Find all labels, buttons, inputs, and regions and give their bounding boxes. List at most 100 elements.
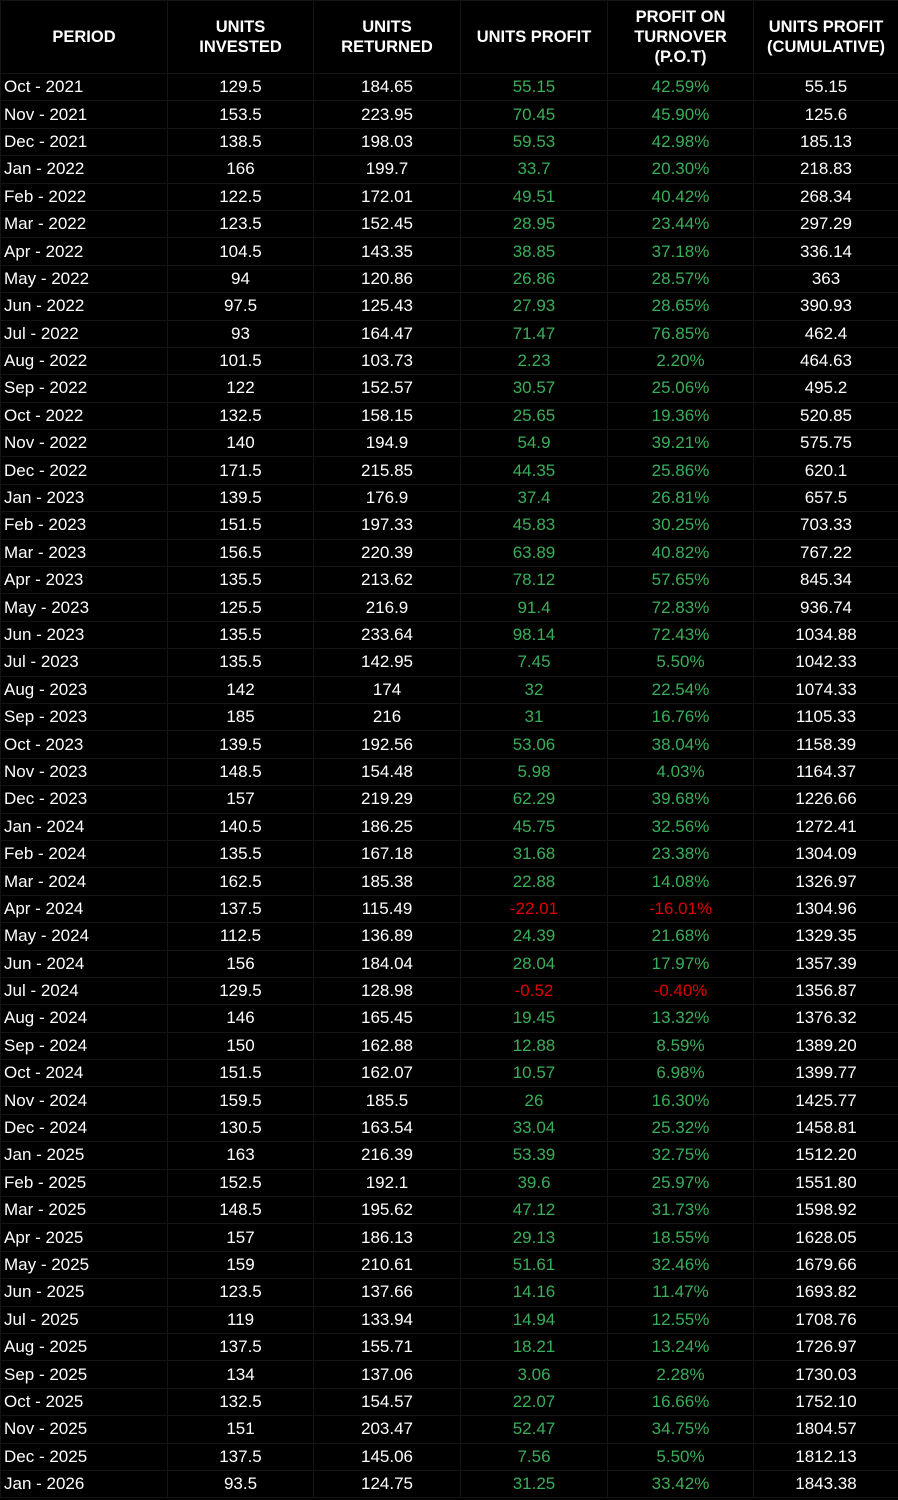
cell-units-returned: 215.85: [313, 456, 461, 485]
header-units-profit: UNITS PROFIT: [460, 0, 608, 74]
cell-period: Mar - 2024: [0, 867, 168, 896]
cell-units-invested: 171.5: [167, 456, 314, 485]
cell-units-invested: 151.5: [167, 511, 314, 540]
cell-units-profit: 28.95: [460, 209, 608, 239]
cell-units-profit: 14.16: [460, 1278, 608, 1307]
table-row: Mar - 2025 148.5 195.62 47.12 31.73% 1598.92: [0, 1196, 898, 1225]
cell-units-profit: 10.57: [460, 1059, 608, 1088]
cell-units-profit: 71.47: [460, 319, 608, 348]
cell-cumulative: 185.13: [753, 127, 898, 157]
cell-units-returned: 185.5: [313, 1086, 461, 1115]
cell-units-invested: 148.5: [167, 1196, 314, 1225]
cell-pot: 42.98%: [607, 127, 754, 157]
cell-pot: 25.86%: [607, 456, 754, 485]
cell-pot: 26.81%: [607, 483, 754, 513]
cell-period: Apr - 2024: [0, 894, 168, 924]
cell-units-profit: 98.14: [460, 620, 608, 650]
cell-cumulative: 218.83: [753, 155, 898, 184]
cell-period: Aug - 2025: [0, 1332, 168, 1362]
cell-period: Jan - 2024: [0, 812, 168, 841]
cell-pot: 17.97%: [607, 949, 754, 978]
header-row: PERIOD UNITS INVESTED UNITS RETURNED UNITS…: [0, 0, 898, 74]
table-row: Dec - 2021 138.5 198.03 59.53 42.98% 185.13: [0, 127, 898, 157]
cell-cumulative: 1843.38: [753, 1469, 898, 1499]
cell-units-returned: 120.86: [313, 264, 461, 294]
cell-units-invested: 135.5: [167, 566, 314, 595]
cell-units-profit: 25.65: [460, 401, 608, 431]
cell-units-invested: 135.5: [167, 648, 314, 677]
cell-period: Nov - 2023: [0, 757, 168, 787]
cell-units-invested: 137.5: [167, 894, 314, 924]
cell-period: May - 2024: [0, 922, 168, 951]
table-row: Sep - 2024 150 162.88 12.88 8.59% 1389.20: [0, 1031, 898, 1061]
cell-units-returned: 142.95: [313, 648, 461, 677]
cell-units-invested: 140: [167, 429, 314, 458]
cell-units-invested: 156: [167, 949, 314, 978]
cell-units-invested: 151.5: [167, 1059, 314, 1088]
table-row: Jul - 2023 135.5 142.95 7.45 5.50% 1042.33: [0, 648, 898, 677]
cell-units-profit: 7.45: [460, 648, 608, 677]
cell-units-profit: 38.85: [460, 237, 608, 266]
cell-period: Oct - 2022: [0, 401, 168, 431]
cell-pot: 31.73%: [607, 1196, 754, 1225]
cell-period: Nov - 2021: [0, 100, 168, 129]
header-pot: PROFIT ON TURNOVER (P.O.T): [607, 0, 754, 74]
table-header: PERIOD UNITS INVESTED UNITS RETURNED UNITS…: [0, 0, 898, 74]
table-row: Oct - 2024 151.5 162.07 10.57 6.98% 1399.77: [0, 1059, 898, 1088]
table-row: Jan - 2022 166 199.7 33.7 20.30% 218.83: [0, 155, 898, 184]
table-row: Aug - 2023 142 174 32 22.54% 1074.33: [0, 675, 898, 704]
cell-pot: 23.38%: [607, 839, 754, 869]
cell-units-profit: 3.06: [460, 1360, 608, 1389]
cell-units-profit: -22.01: [460, 894, 608, 924]
cell-pot: 42.59%: [607, 72, 754, 102]
cell-pot: 6.98%: [607, 1059, 754, 1088]
cell-units-returned: 192.1: [313, 1168, 461, 1198]
cell-period: Jul - 2024: [0, 976, 168, 1006]
cell-units-returned: 220.39: [313, 538, 461, 568]
table-row: Dec - 2025 137.5 145.06 7.56 5.50% 1812.13: [0, 1442, 898, 1471]
cell-cumulative: 1304.09: [753, 839, 898, 869]
cell-period: Oct - 2023: [0, 730, 168, 759]
table-row: Mar - 2023 156.5 220.39 63.89 40.82% 767.22: [0, 538, 898, 568]
cell-units-invested: 159: [167, 1250, 314, 1280]
cell-units-invested: 125.5: [167, 593, 314, 622]
cell-period: Sep - 2025: [0, 1360, 168, 1389]
cell-units-invested: 119: [167, 1305, 314, 1334]
cell-cumulative: 462.4: [753, 319, 898, 348]
cell-cumulative: 55.15: [753, 72, 898, 102]
cell-units-profit: 47.12: [460, 1196, 608, 1225]
cell-units-returned: 199.7: [313, 155, 461, 184]
cell-cumulative: 1304.96: [753, 894, 898, 924]
cell-units-invested: 138.5: [167, 127, 314, 157]
cell-cumulative: 1272.41: [753, 812, 898, 841]
cell-units-invested: 153.5: [167, 100, 314, 129]
table-row: Apr - 2025 157 186.13 29.13 18.55% 1628.05: [0, 1223, 898, 1252]
cell-period: May - 2025: [0, 1250, 168, 1280]
cell-period: Jan - 2025: [0, 1141, 168, 1170]
cell-pot: 13.24%: [607, 1332, 754, 1362]
cell-cumulative: 1458.81: [753, 1113, 898, 1143]
cell-pot: 34.75%: [607, 1415, 754, 1444]
cell-cumulative: 1693.82: [753, 1278, 898, 1307]
table-row: Oct - 2021 129.5 184.65 55.15 42.59% 55.15: [0, 72, 898, 102]
cell-units-profit: 53.39: [460, 1141, 608, 1170]
cell-units-invested: 151: [167, 1415, 314, 1444]
table-row: May - 2023 125.5 216.9 91.4 72.83% 936.74: [0, 593, 898, 622]
cell-units-profit: 7.56: [460, 1442, 608, 1471]
cell-units-returned: 195.62: [313, 1196, 461, 1225]
cell-period: Dec - 2024: [0, 1113, 168, 1143]
cell-period: Feb - 2025: [0, 1168, 168, 1198]
cell-pot: 32.46%: [607, 1250, 754, 1280]
cell-units-invested: 93: [167, 319, 314, 348]
table-row: Nov - 2025 151 203.47 52.47 34.75% 1804.57: [0, 1415, 898, 1444]
cell-units-profit: 44.35: [460, 456, 608, 485]
cell-units-returned: 136.89: [313, 922, 461, 951]
cell-cumulative: 1425.77: [753, 1086, 898, 1115]
table-row: Nov - 2023 148.5 154.48 5.98 4.03% 1164.37: [0, 757, 898, 787]
cell-units-profit: 91.4: [460, 593, 608, 622]
table-row: Jul - 2025 119 133.94 14.94 12.55% 1708.76: [0, 1305, 898, 1334]
cell-period: Dec - 2021: [0, 127, 168, 157]
cell-units-invested: 137.5: [167, 1442, 314, 1471]
cell-pot: 21.68%: [607, 922, 754, 951]
